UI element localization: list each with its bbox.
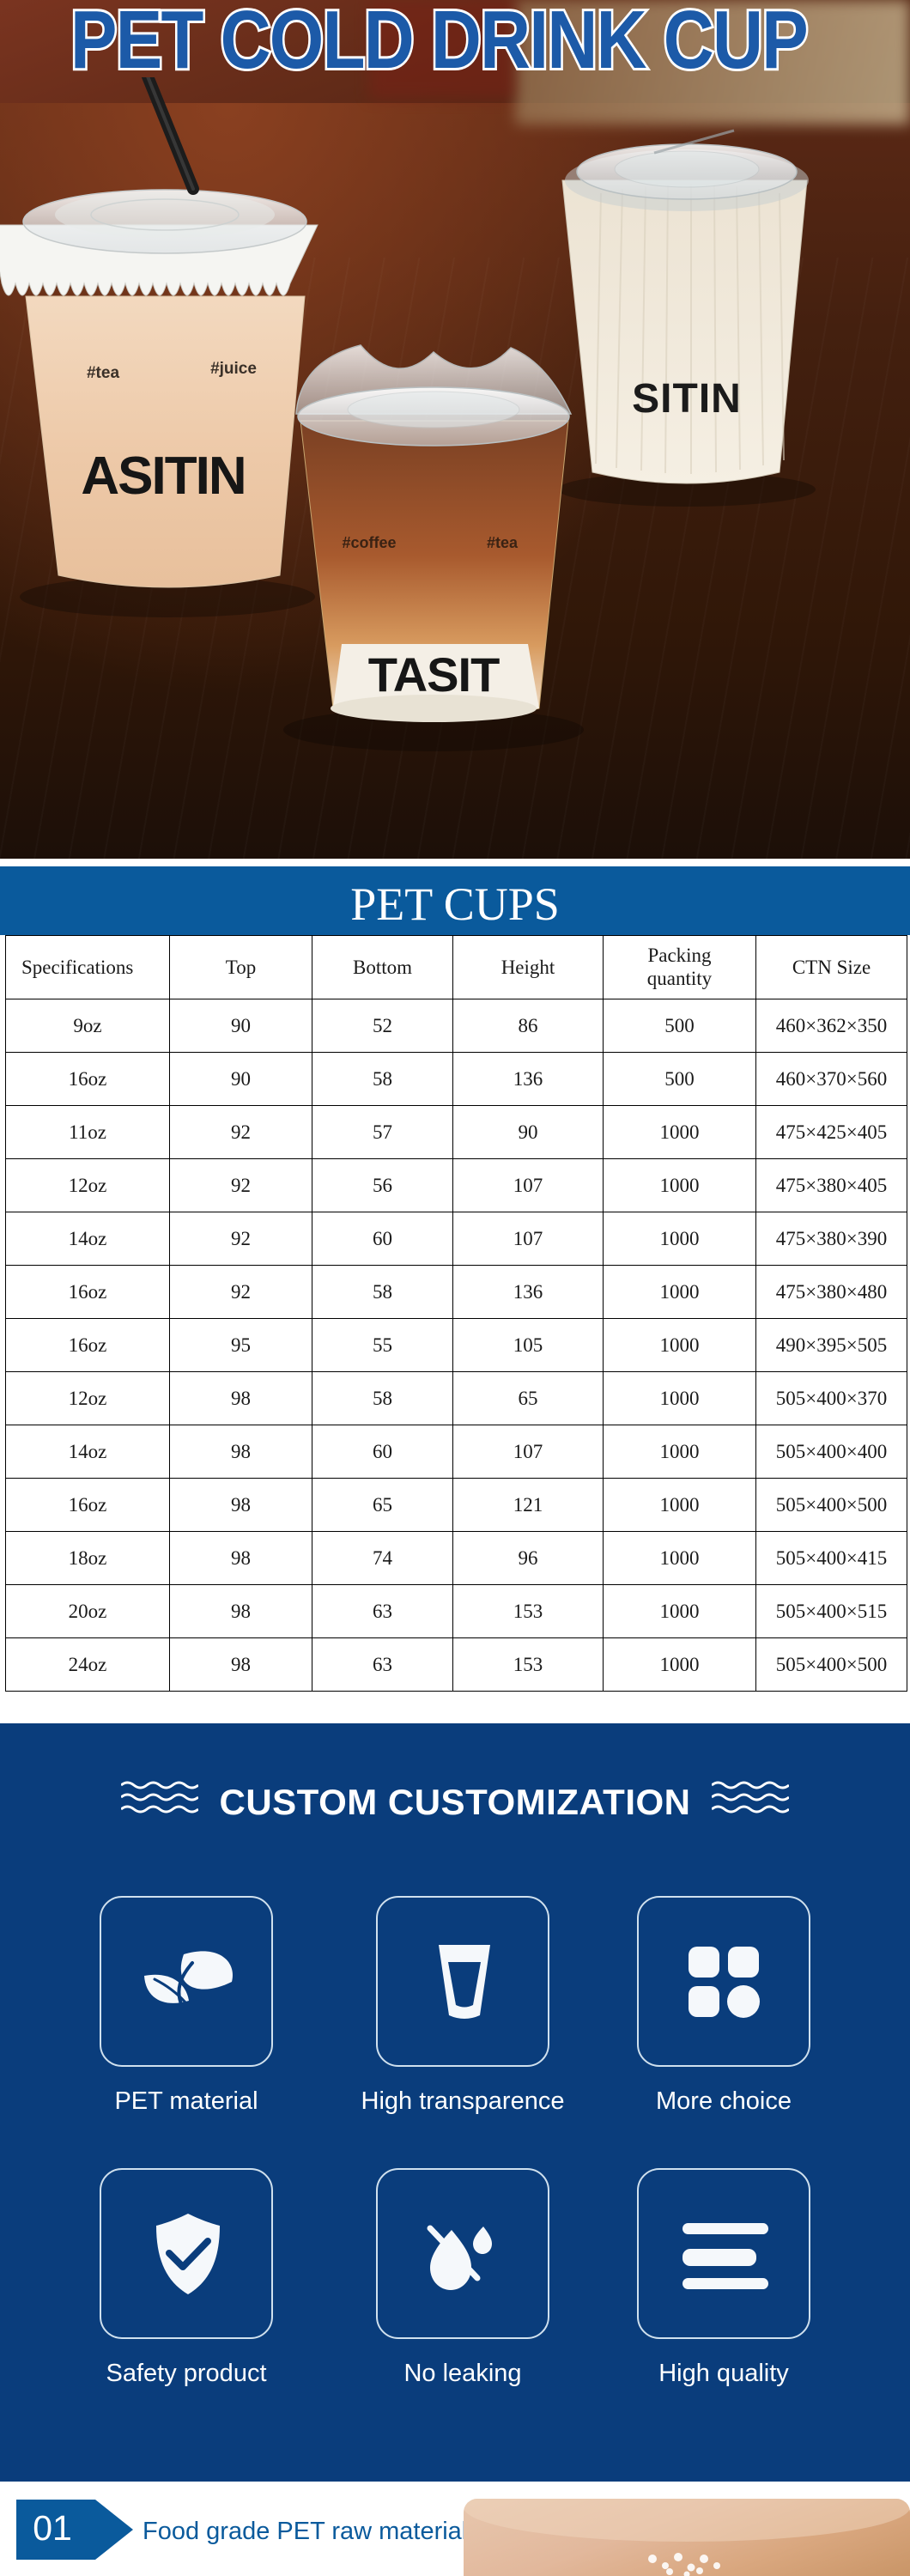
svg-text:ASITIN: ASITIN — [81, 447, 245, 506]
svg-text:#tea: #tea — [487, 534, 519, 551]
svg-text:#coffee: #coffee — [342, 534, 396, 551]
svg-text:#tea: #tea — [87, 364, 119, 382]
svg-text:01: 01 — [33, 2508, 72, 2548]
svg-text:SITIN: SITIN — [632, 376, 742, 422]
svg-text:TASIT: TASIT — [368, 647, 500, 702]
svg-text:#juice: #juice — [210, 360, 257, 378]
